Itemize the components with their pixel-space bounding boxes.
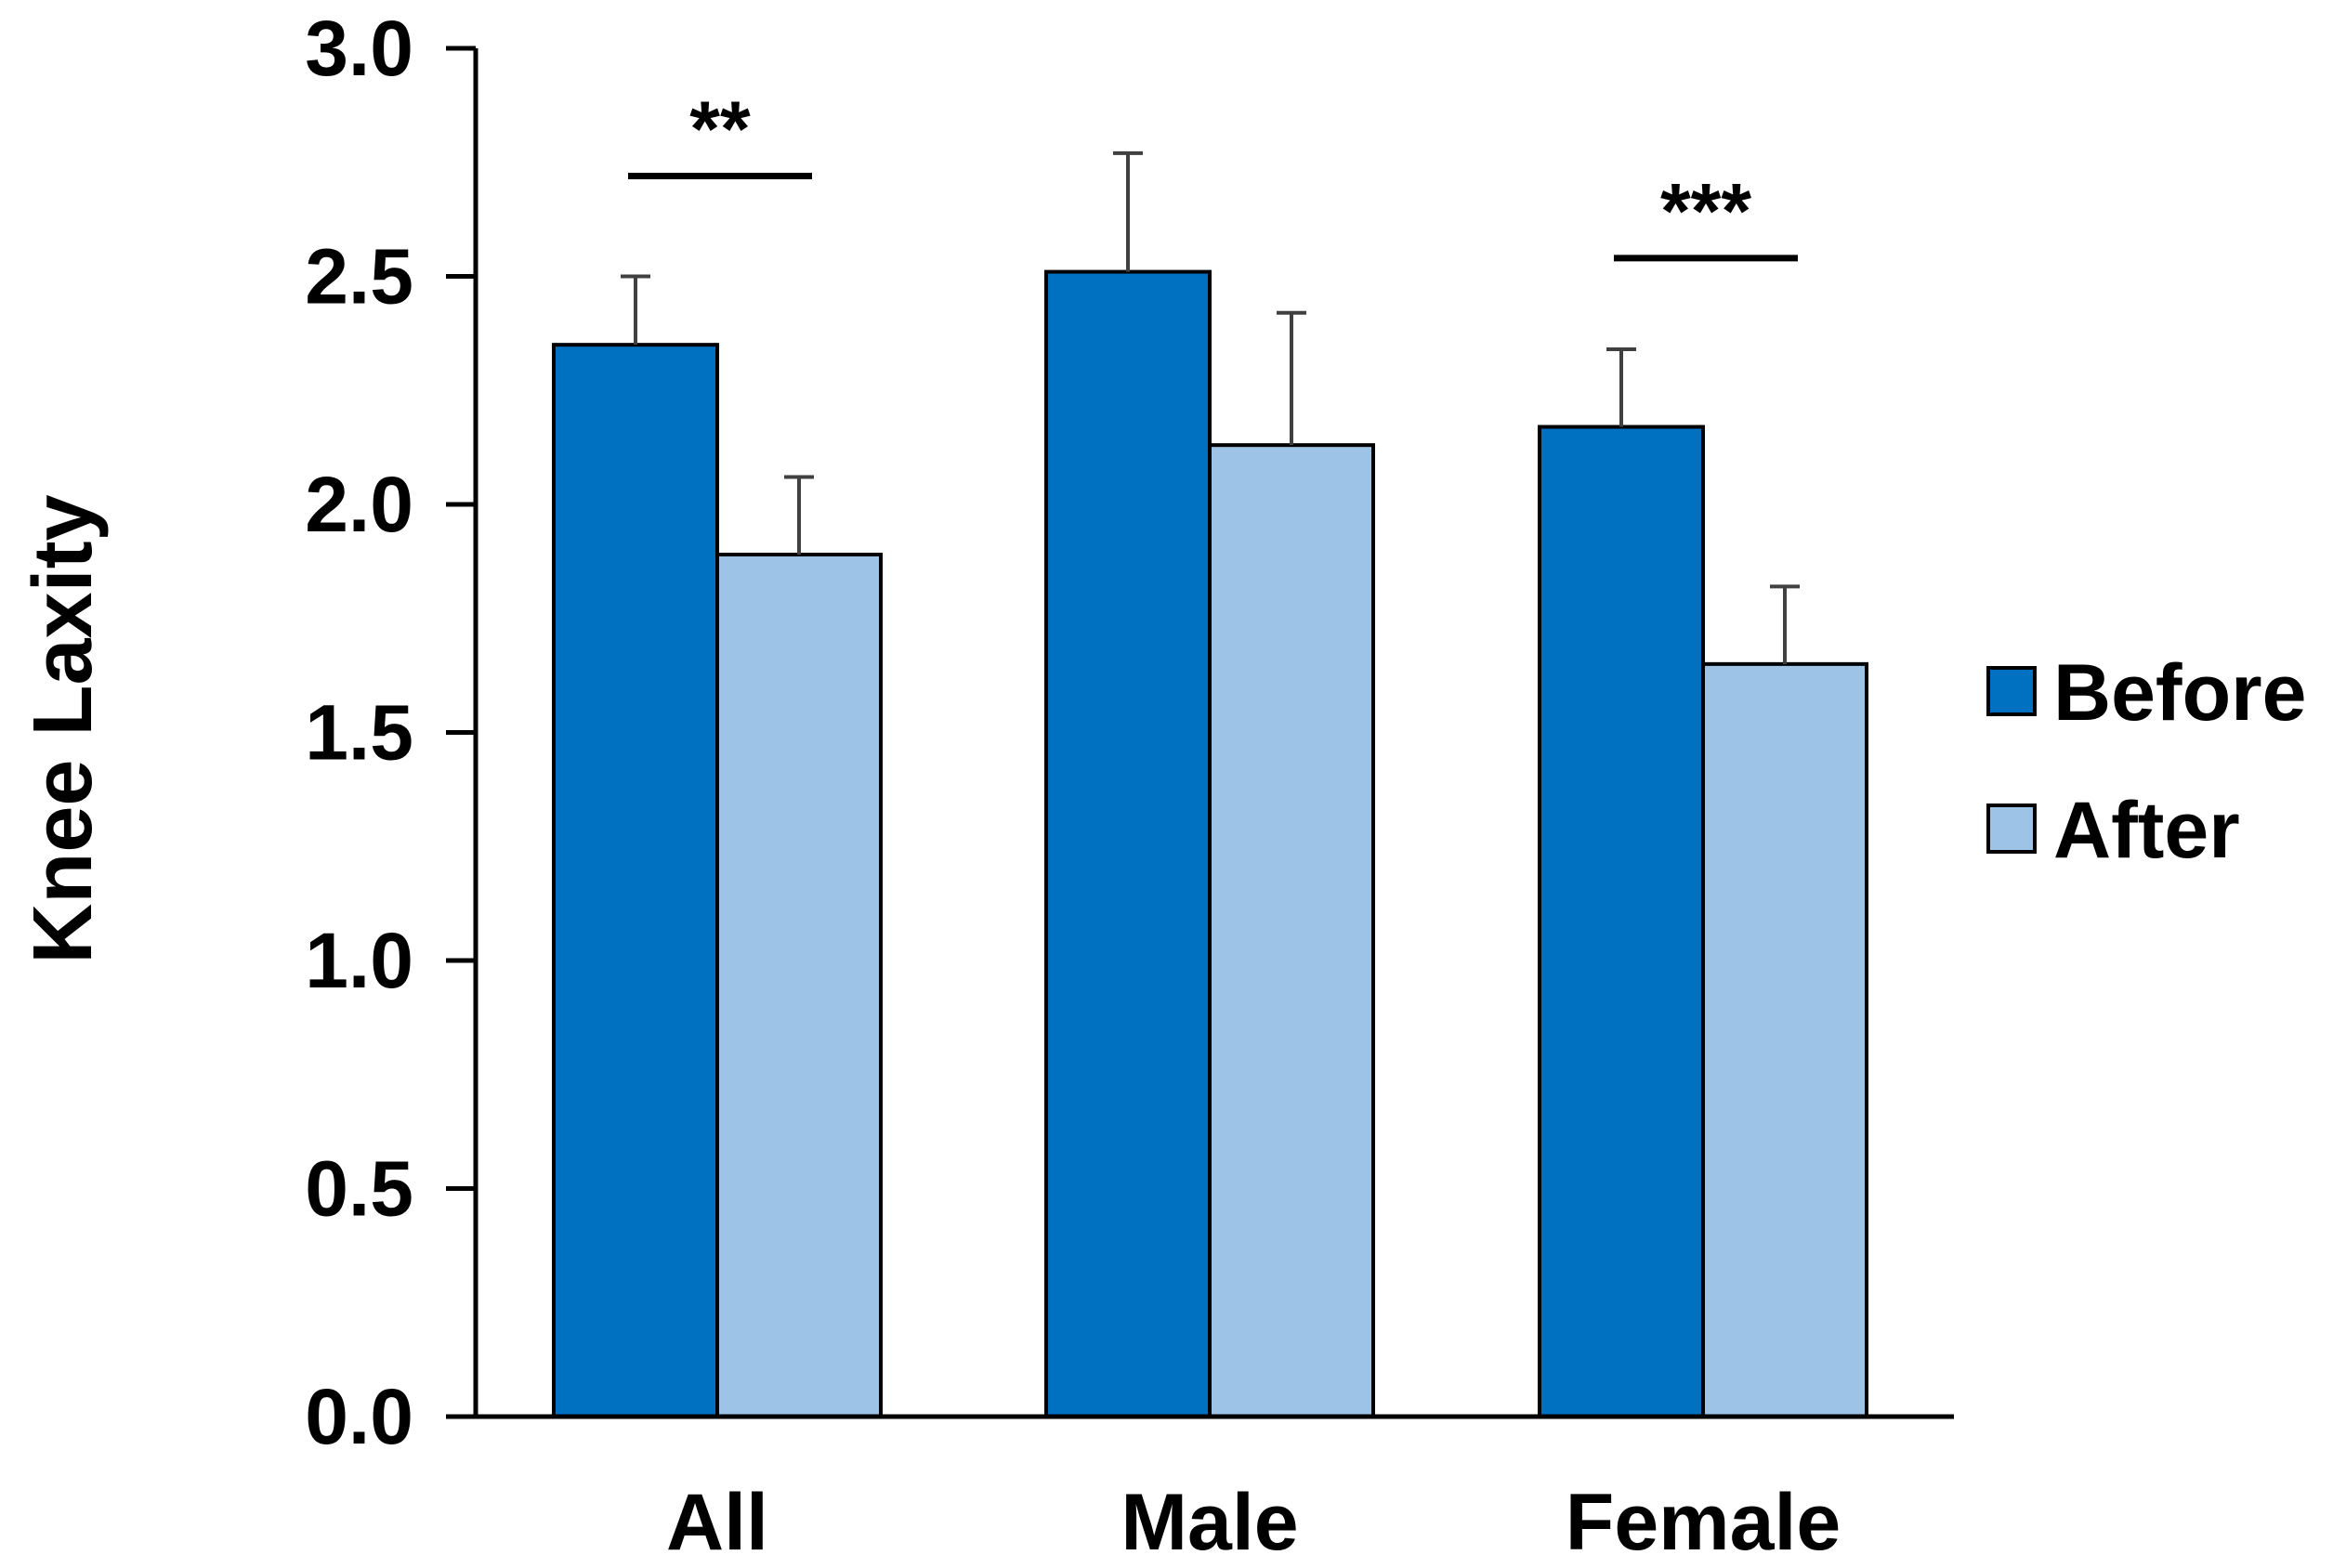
bar-after-male [1208, 443, 1375, 1418]
error-bars-layer [621, 150, 1800, 664]
legend: Before After [1986, 648, 2306, 875]
legend-label-before: Before [2053, 648, 2306, 738]
axes-layer: 0.0 0.5 1.0 1.5 2.0 2.5 3.0 All Male Female [305, 5, 1954, 1567]
y-tick-label: 1.5 [305, 689, 413, 777]
y-tick-label: 0.5 [305, 1145, 413, 1233]
legend-swatch-after [1986, 804, 2037, 854]
bar-after-all [715, 553, 883, 1418]
bar-after-female [1701, 661, 1868, 1418]
y-tick-label: 0.0 [305, 1373, 413, 1460]
y-tick-label: 3.0 [305, 5, 413, 92]
significance-marker-female: *** [1660, 167, 1751, 255]
significance-marker-all: ** [689, 85, 751, 172]
x-tick-label-all: All [666, 1478, 768, 1567]
x-tick-label-male: Male [1121, 1478, 1298, 1567]
y-tick-label: 2.0 [305, 461, 413, 548]
bar-before-male [1044, 269, 1212, 1419]
x-tick-label-female: Female [1566, 1478, 1841, 1567]
y-axis-label: Knee Laxity [17, 494, 110, 963]
bars-layer [552, 269, 1868, 1419]
annotations-layer: ***** [628, 85, 1798, 262]
legend-label-after: After [2053, 786, 2240, 875]
bar-before-female [1538, 425, 1705, 1418]
y-tick-label: 2.5 [305, 233, 413, 320]
y-tick-label: 1.0 [305, 917, 413, 1004]
bar-before-all [552, 343, 719, 1418]
legend-swatch-before [1986, 666, 2037, 716]
